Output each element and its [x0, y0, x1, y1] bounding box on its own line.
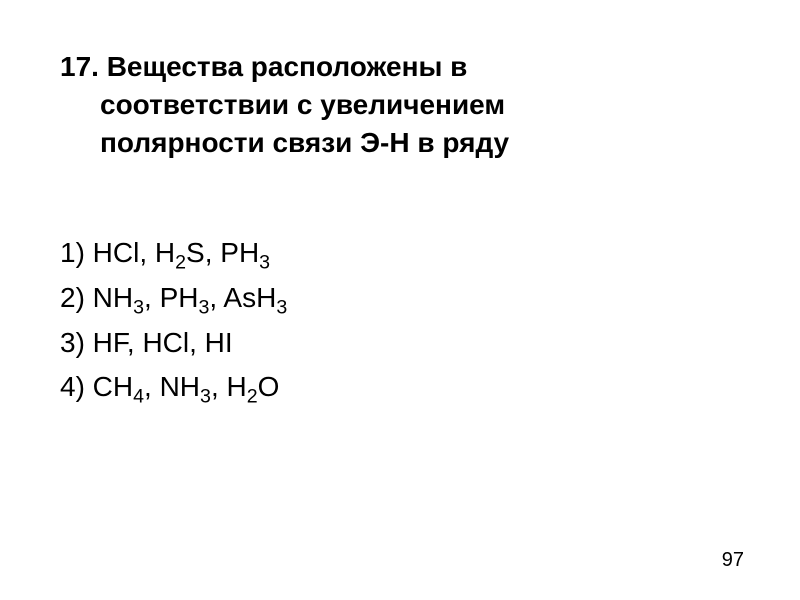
option-2-part-c: , AsH: [209, 282, 276, 313]
option-4-sub-1: 4: [133, 386, 144, 408]
option-1-part-b: S, PH: [186, 237, 259, 268]
question-block: 17. Вещества расположены в соответствии …: [60, 48, 740, 161]
option-2-part-b: , PH: [144, 282, 198, 313]
option-2-sub-2: 3: [199, 297, 210, 319]
option-4-sub-3: 2: [247, 386, 258, 408]
option-2: 2) NH3, PH3, AsH3: [60, 278, 740, 319]
options-block: 1) HCl, H2S, PH3 2) NH3, PH3, AsH3 3) HF…: [60, 233, 740, 407]
option-4-sub-2: 3: [200, 386, 211, 408]
option-2-sub-1: 3: [133, 297, 144, 319]
question-line-3: полярности связи Э-Н в ряду: [100, 127, 509, 158]
option-3: 3) HF, HCl, HI: [60, 323, 740, 364]
option-2-sub-3: 3: [276, 297, 287, 319]
option-4-part-b: , NH: [144, 371, 200, 402]
option-1-sub-2: 3: [259, 252, 270, 274]
option-4-part-c: , H: [211, 371, 247, 402]
option-4: 4) CH4, NH3, H2O: [60, 367, 740, 408]
question-line-1: 17. Вещества расположены в: [60, 51, 467, 82]
option-1-sub-1: 2: [175, 252, 186, 274]
option-4-part-d: O: [258, 371, 280, 402]
option-4-part-a: 4) CH: [60, 371, 133, 402]
option-3-text: 3) HF, HCl, HI: [60, 327, 233, 358]
option-1-part-a: 1) HCl, H: [60, 237, 175, 268]
page-number: 97: [722, 549, 744, 572]
option-1: 1) HCl, H2S, PH3: [60, 233, 740, 274]
question-line-2: соответствии с увеличением: [100, 89, 505, 120]
question-text: 17. Вещества расположены в соответствии …: [60, 48, 740, 161]
option-2-part-a: 2) NH: [60, 282, 133, 313]
